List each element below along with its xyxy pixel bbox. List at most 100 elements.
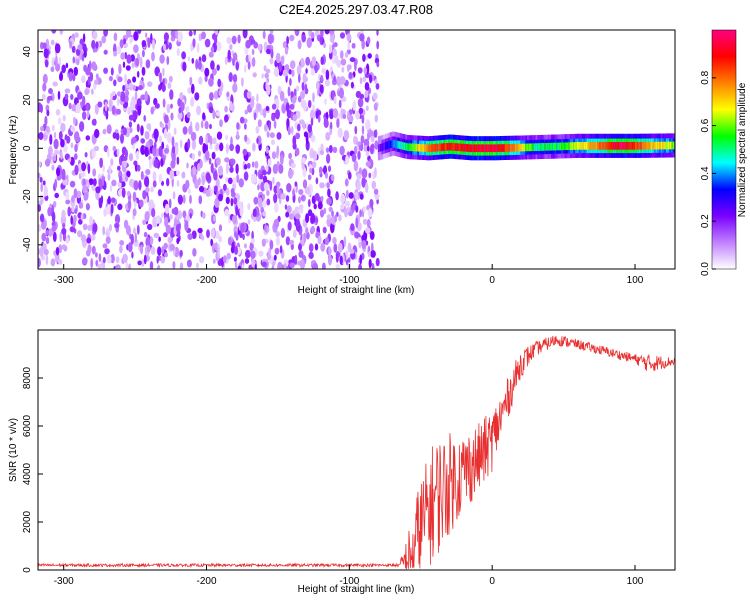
noise-cell — [250, 97, 255, 109]
ridge-cell — [628, 142, 631, 150]
ridge-cell — [431, 144, 434, 152]
noise-cell — [350, 223, 355, 232]
noise-cell — [235, 204, 239, 216]
noise-cell — [285, 211, 290, 218]
noise-cell — [143, 254, 147, 265]
ridge-cell — [386, 141, 389, 150]
noise-cell — [253, 112, 257, 121]
noise-cell — [332, 237, 337, 245]
noise-cell — [325, 147, 329, 153]
noise-cell — [214, 30, 219, 36]
noise-cell — [348, 171, 352, 180]
noise-cell — [144, 176, 150, 187]
noise-cell — [212, 137, 217, 145]
noise-cell — [184, 220, 189, 231]
noise-cell — [84, 88, 90, 96]
noise-cell — [298, 119, 305, 125]
noise-cell — [191, 57, 195, 64]
noise-cell — [189, 194, 192, 204]
spectrogram-y-label: Frequency (Hz) — [8, 116, 19, 185]
ridge-cell — [568, 142, 571, 150]
noise-cell — [156, 255, 159, 264]
noise-cell — [115, 264, 121, 269]
noise-cell — [376, 40, 380, 50]
ridge-cell — [482, 144, 485, 153]
noise-cell — [73, 188, 78, 199]
noise-cell — [88, 178, 94, 186]
noise-cell — [74, 164, 79, 176]
noise-cell — [208, 157, 212, 165]
noise-cell — [161, 246, 165, 255]
noise-cell — [39, 194, 43, 201]
noise-cell — [375, 83, 380, 90]
noise-cell — [101, 175, 105, 187]
noise-cell — [39, 213, 45, 223]
ridge-cell — [551, 142, 554, 151]
snr-y-tick-label: 0 — [22, 567, 33, 573]
noise-cell — [133, 227, 136, 235]
noise-cell — [354, 145, 358, 155]
noise-cell — [258, 250, 264, 257]
noise-cell — [62, 115, 66, 122]
noise-cell — [218, 193, 223, 202]
noise-cell — [77, 44, 83, 51]
noise-cell — [257, 44, 262, 51]
noise-cell — [262, 175, 268, 184]
ridge-cell — [566, 142, 569, 151]
noise-cell — [116, 108, 121, 115]
noise-cell — [338, 99, 342, 109]
noise-cell — [169, 214, 173, 220]
noise-cell — [125, 261, 128, 269]
noise-cell — [60, 138, 65, 148]
noise-cell — [86, 104, 89, 111]
noise-cell — [293, 88, 297, 97]
noise-cell — [242, 30, 248, 39]
noise-cell — [186, 111, 191, 119]
noise-cell — [191, 83, 195, 95]
noise-cell — [230, 246, 235, 254]
noise-cell — [216, 131, 223, 140]
ridge-cell — [410, 143, 413, 152]
noise-cell — [58, 56, 62, 67]
ridge-cell — [501, 144, 504, 152]
noise-cell — [112, 90, 116, 97]
noise-cell — [295, 213, 301, 220]
noise-cell — [144, 146, 149, 157]
ridge-cell — [592, 142, 595, 150]
noise-cell — [235, 163, 239, 175]
noise-cell — [339, 32, 346, 39]
noise-cell — [334, 55, 339, 66]
noise-cell — [129, 36, 134, 43]
noise-cell — [218, 224, 223, 232]
ridge-cell — [624, 142, 628, 150]
noise-cell — [165, 224, 172, 235]
noise-cell — [247, 61, 251, 70]
noise-cell — [173, 127, 177, 135]
noise-cell — [333, 42, 338, 48]
noise-cell — [328, 145, 333, 153]
noise-cell — [361, 39, 366, 50]
noise-cell — [148, 199, 154, 208]
noise-cell — [208, 77, 214, 87]
noise-cell — [332, 55, 336, 64]
noise-cell — [317, 235, 322, 245]
noise-cell — [125, 30, 132, 38]
noise-cell — [350, 81, 354, 89]
noise-cell — [265, 68, 271, 74]
noise-cell — [211, 151, 216, 160]
noise-cell — [307, 199, 311, 208]
noise-cell — [58, 259, 63, 265]
noise-cell — [176, 170, 180, 176]
noise-cell — [344, 178, 349, 187]
noise-cell — [68, 71, 73, 82]
noise-cell — [271, 103, 277, 110]
noise-cell — [225, 196, 230, 205]
noise-cell — [117, 165, 121, 171]
noise-cell — [45, 254, 49, 266]
noise-cell — [328, 206, 333, 212]
noise-cell — [99, 157, 103, 168]
noise-cell — [286, 117, 290, 129]
noise-cell — [117, 76, 123, 83]
noise-cell — [134, 91, 138, 101]
noise-cell — [325, 172, 328, 179]
